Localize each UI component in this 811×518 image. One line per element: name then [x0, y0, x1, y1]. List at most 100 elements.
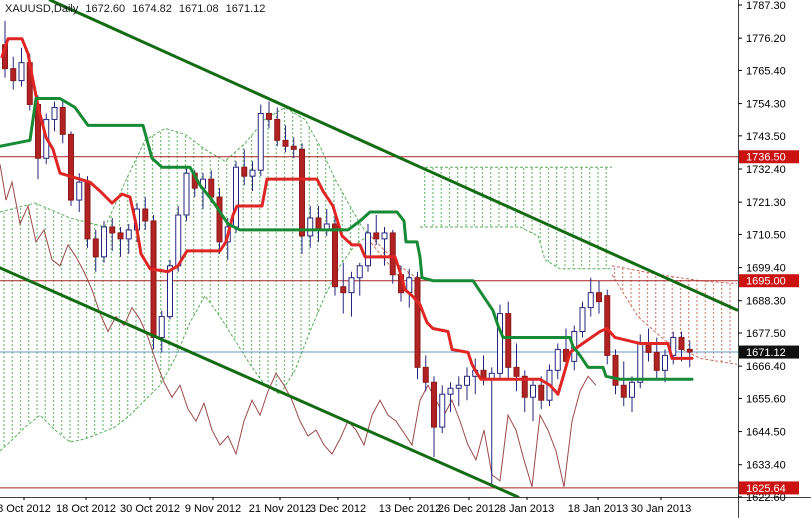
- bear-candle[interactable]: [117, 232, 124, 240]
- cloud-lower-boundary: [611, 274, 738, 365]
- bull-candle[interactable]: [125, 229, 132, 240]
- bear-candle[interactable]: [612, 354, 619, 386]
- bull-candle[interactable]: [356, 265, 363, 279]
- bear-candle[interactable]: [92, 238, 99, 258]
- bull-candle[interactable]: [587, 292, 594, 309]
- trendline[interactable]: [48, 0, 738, 312]
- bear-candle[interactable]: [290, 145, 297, 150]
- tenkan-red-line: [0, 37, 694, 396]
- plot-area[interactable]: [0, 0, 738, 497]
- bear-candle[interactable]: [505, 313, 512, 368]
- bull-candle[interactable]: [637, 342, 644, 383]
- bear-candle[interactable]: [521, 375, 528, 398]
- price-tick-label: 1644.50: [746, 427, 786, 439]
- bull-candle[interactable]: [554, 348, 561, 371]
- price-tick-label: 1743.50: [746, 131, 786, 143]
- bull-candle[interactable]: [307, 217, 314, 237]
- close-value: 1671.12: [225, 3, 266, 15]
- bear-candle[interactable]: [208, 178, 215, 198]
- price-tick-label: 1677.50: [746, 328, 786, 340]
- bull-candle[interactable]: [76, 181, 83, 201]
- trendline[interactable]: [0, 266, 520, 497]
- bull-candle[interactable]: [464, 375, 470, 386]
- bear-candle[interactable]: [216, 196, 223, 243]
- bear-candle[interactable]: [150, 220, 157, 338]
- bull-candle[interactable]: [662, 354, 668, 371]
- bear-candle[interactable]: [604, 295, 611, 356]
- bull-candle[interactable]: [175, 214, 182, 267]
- cloud-upper-boundary: [367, 232, 421, 279]
- bear-candle[interactable]: [10, 68, 17, 82]
- date-tick-label: 26 Dec 2012: [438, 503, 500, 515]
- date-tick-label: 18 Jan 2013: [568, 503, 629, 515]
- bull-candle[interactable]: [249, 169, 256, 177]
- bear-candle[interactable]: [513, 366, 520, 377]
- bull-candle[interactable]: [381, 232, 388, 240]
- bear-candle[interactable]: [678, 336, 685, 350]
- bull-candle[interactable]: [629, 381, 635, 398]
- kijun-green-line: [0, 96, 694, 381]
- bear-candle[interactable]: [596, 292, 602, 303]
- bear-candle[interactable]: [389, 232, 396, 276]
- price-badge: [739, 274, 799, 288]
- price-badge: [739, 345, 799, 359]
- bear-candle[interactable]: [59, 106, 66, 135]
- bull-candle[interactable]: [530, 384, 536, 398]
- date-tick-label: 8 Oct 2012: [0, 503, 51, 515]
- bear-candle[interactable]: [414, 277, 421, 368]
- bull-candle[interactable]: [167, 265, 173, 318]
- bull-candle[interactable]: [257, 112, 264, 171]
- bull-candle[interactable]: [439, 393, 446, 428]
- bear-candle[interactable]: [315, 217, 322, 231]
- price-tick-label: 1655.60: [746, 393, 786, 405]
- price-tick-label: 1622.60: [746, 492, 786, 504]
- price-tick-label: 1688.30: [746, 296, 786, 308]
- price-badge-label: 1671.12: [746, 347, 786, 359]
- chikou-span-line: [0, 164, 597, 487]
- bear-candle[interactable]: [431, 381, 437, 428]
- bull-candle[interactable]: [447, 387, 454, 395]
- date-tick-label: 9 Nov 2012: [185, 503, 241, 515]
- bear-candle[interactable]: [109, 226, 116, 234]
- bull-candle[interactable]: [497, 313, 503, 374]
- date-tick-label: 13 Dec 2012: [379, 503, 441, 515]
- chart-title: XAUUSD,Daily 1672.60 1674.82 1671.08 1671.12: [5, 3, 272, 15]
- bull-candle[interactable]: [183, 172, 190, 216]
- bull-candle[interactable]: [158, 316, 165, 338]
- bear-candle[interactable]: [266, 112, 272, 120]
- bear-candle[interactable]: [686, 348, 693, 353]
- bear-candle[interactable]: [274, 118, 281, 141]
- bear-candle[interactable]: [84, 181, 91, 240]
- bear-candle[interactable]: [299, 148, 305, 237]
- bear-candle[interactable]: [68, 133, 74, 201]
- date-tick-label: 30 Jan 2013: [631, 503, 692, 515]
- bear-candle[interactable]: [332, 223, 338, 288]
- open-value: 1672.60: [85, 3, 126, 15]
- price-tick-label: 1732.40: [746, 164, 786, 176]
- bull-candle[interactable]: [101, 226, 107, 258]
- symbol-period-label: XAUUSD,Daily: [5, 3, 79, 15]
- bear-candle[interactable]: [282, 139, 289, 147]
- price-tick-label: 1721.30: [746, 197, 786, 209]
- bull-candle[interactable]: [233, 166, 239, 228]
- bear-candle[interactable]: [142, 208, 149, 222]
- low-value: 1671.08: [178, 3, 219, 15]
- price-badge-label: 1695.00: [746, 276, 786, 288]
- bear-candle[interactable]: [653, 351, 660, 371]
- bull-candle[interactable]: [579, 307, 586, 333]
- bear-candle[interactable]: [241, 166, 248, 177]
- bear-candle[interactable]: [340, 286, 347, 294]
- bear-candle[interactable]: [620, 384, 627, 398]
- bull-candle[interactable]: [455, 384, 462, 389]
- bear-candle[interactable]: [422, 366, 429, 383]
- price-tick-label: 1787.30: [746, 0, 786, 12]
- bear-candle[interactable]: [373, 232, 380, 240]
- bull-candle[interactable]: [348, 277, 355, 294]
- bull-candle[interactable]: [18, 62, 25, 82]
- bull-candle[interactable]: [365, 232, 371, 267]
- price-tick-label: 1633.40: [746, 460, 786, 472]
- bear-candle[interactable]: [538, 384, 545, 401]
- bull-candle[interactable]: [670, 336, 677, 356]
- bull-candle[interactable]: [51, 106, 58, 120]
